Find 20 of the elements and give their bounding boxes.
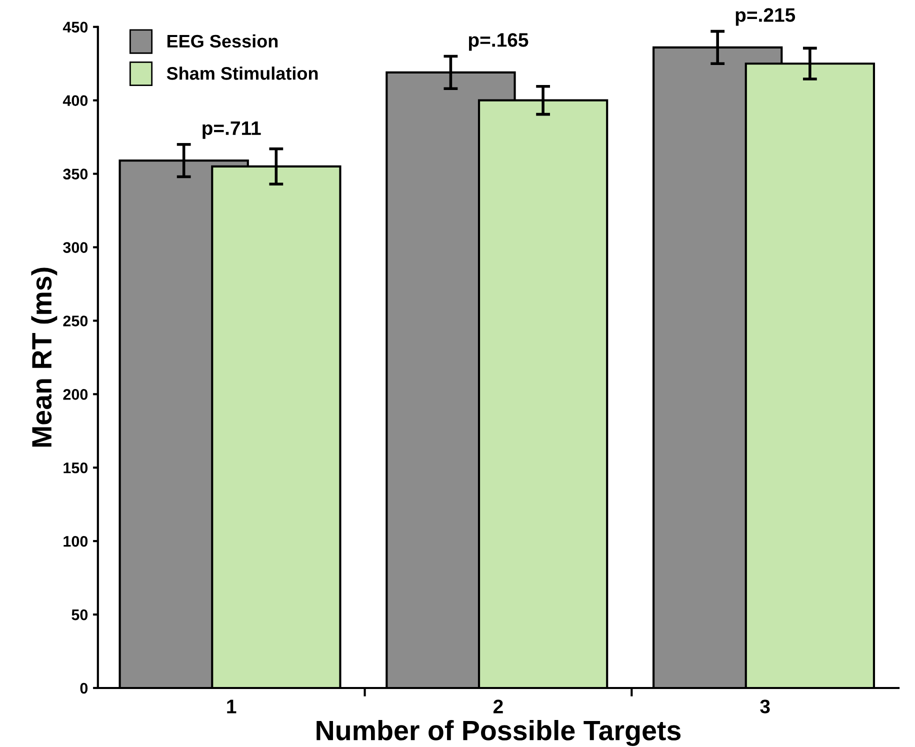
text: p=.215 <box>736 8 796 26</box>
legend-label: EEG Session <box>167 34 278 48</box>
y-tick-label: 0 <box>80 682 88 694</box>
y-tick-label: 300 <box>63 242 88 253</box>
annotation: p=.711 <box>202 121 261 139</box>
y-tick-label: 450 <box>62 22 88 33</box>
y-tick-label: 150 <box>64 462 88 474</box>
y-tick-label: 350 <box>63 168 88 180</box>
x-tick-label: 1 <box>227 700 236 714</box>
y-axis-title: Mean RT (ms) <box>31 268 58 447</box>
x-tick-label: 3 <box>760 700 770 714</box>
y-tick-label: 50 <box>72 609 88 620</box>
y-tick-label: 100 <box>64 536 88 547</box>
annotation: p=.165 <box>468 33 528 51</box>
x-axis-title: Number of Possible Targets <box>316 720 681 746</box>
legend-label: Sham Stimulation <box>166 66 318 80</box>
y-tick-label: 250 <box>63 316 88 326</box>
y-tick-label: 400 <box>62 95 88 106</box>
y-tick-label: 200 <box>63 389 88 400</box>
x-tick-label: 2 <box>493 700 503 714</box>
